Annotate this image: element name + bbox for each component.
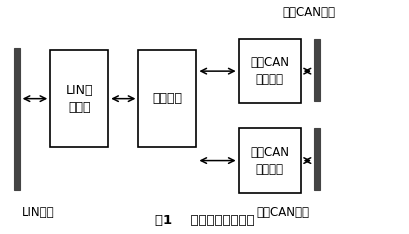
Text: 图1    网关系统电路框图: 图1 网关系统电路框图	[155, 214, 254, 227]
Text: LIN节
点电路: LIN节 点电路	[65, 84, 93, 114]
Bar	[238, 128, 301, 193]
Bar	[138, 51, 196, 147]
Text: 主控制器: 主控制器	[153, 92, 182, 105]
Bar	[314, 128, 319, 190]
Bar	[14, 48, 20, 190]
Text: 低速CAN
节点电路: 低速CAN 节点电路	[250, 146, 289, 176]
Text: 高速CAN
节点电路: 高速CAN 节点电路	[250, 56, 289, 86]
Bar	[50, 51, 108, 147]
Bar	[238, 39, 301, 103]
Bar	[314, 39, 319, 101]
Text: 低速CAN网络: 低速CAN网络	[256, 206, 310, 219]
Text: LIN网络: LIN网络	[22, 206, 55, 219]
Text: 高速CAN网络: 高速CAN网络	[283, 6, 336, 19]
